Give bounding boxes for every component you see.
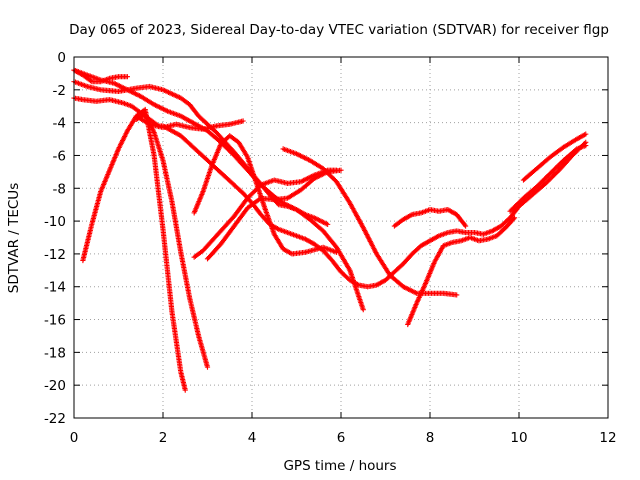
data-point — [463, 223, 469, 229]
x-tick-label: 8 — [426, 430, 435, 446]
data-point — [204, 364, 211, 370]
series-arc-14 — [520, 131, 589, 183]
series-arc-15 — [507, 143, 589, 214]
data-point — [124, 74, 130, 80]
y-tick-label: -16 — [44, 313, 66, 329]
data-point — [583, 131, 589, 137]
series-arc-7 — [133, 113, 246, 132]
y-tick-label: -14 — [44, 280, 66, 296]
series-group — [71, 67, 589, 393]
y-tick-label: -2 — [53, 83, 66, 99]
series-arc-4 — [71, 95, 589, 290]
series-arc-5 — [80, 106, 188, 393]
data-point — [511, 215, 518, 221]
data-point — [333, 249, 340, 255]
chart-title: Day 065 of 2023, Sidereal Day-to-day VTE… — [69, 22, 609, 38]
x-tick-label: 0 — [70, 430, 79, 446]
data-point — [462, 222, 468, 228]
y-tick-label: 0 — [57, 50, 66, 66]
axis-ticks: 0 2 4 6 8 10 12 0 -2 -4 -6 -8 -10 -12 -14 -16 -18 -20 -22 — [44, 50, 617, 446]
y-tick-label: -20 — [44, 378, 66, 394]
x-tick-label: 6 — [337, 430, 346, 446]
series-arc-6 — [133, 111, 211, 370]
series-arc-8 — [191, 133, 340, 257]
x-tick-label: 4 — [248, 430, 257, 446]
series-arc-10 — [204, 167, 344, 262]
data-point — [338, 167, 344, 173]
data-point — [454, 292, 460, 298]
y-tick-label: -6 — [53, 148, 66, 164]
x-tick-label: 10 — [510, 430, 527, 446]
y-tick-label: -18 — [44, 345, 66, 361]
y-tick-label: -8 — [53, 181, 66, 197]
data-point — [510, 216, 517, 222]
y-tick-label: -22 — [44, 411, 66, 427]
data-point — [240, 118, 246, 124]
series-arc-13 — [391, 207, 469, 229]
series-arc-11 — [280, 146, 460, 298]
y-tick-label: -10 — [44, 214, 66, 230]
x-tick-label: 2 — [159, 430, 168, 446]
data-point — [583, 143, 589, 149]
data-point — [360, 307, 366, 313]
data-point — [182, 387, 188, 393]
data-point — [325, 221, 331, 227]
x-axis-label: GPS time / hours — [283, 458, 396, 474]
y-tick-label: -4 — [53, 116, 66, 132]
series-arc-9 — [191, 167, 340, 260]
x-tick-label: 12 — [599, 430, 616, 446]
y-axis-label: SDTVAR / TECUs — [6, 183, 22, 293]
y-tick-label: -12 — [44, 247, 66, 263]
series-arc-12 — [405, 215, 518, 328]
